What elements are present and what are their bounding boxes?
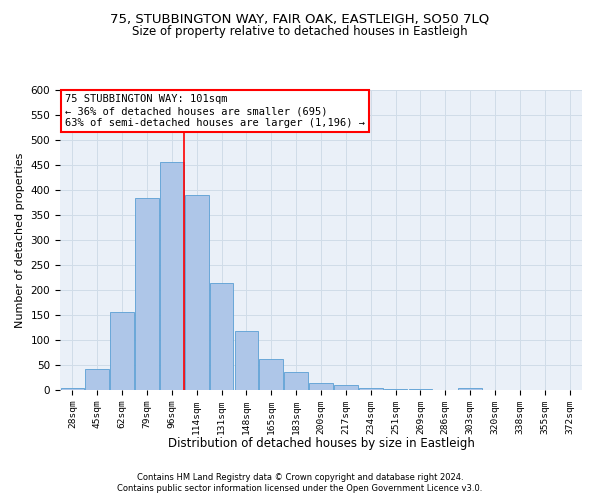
- Text: 75 STUBBINGTON WAY: 101sqm
← 36% of detached houses are smaller (695)
63% of sem: 75 STUBBINGTON WAY: 101sqm ← 36% of deta…: [65, 94, 365, 128]
- Bar: [409, 389, 432, 390]
- Bar: [85, 368, 109, 390]
- Bar: [384, 388, 407, 390]
- Bar: [61, 388, 84, 390]
- Bar: [210, 282, 233, 390]
- Text: Contains HM Land Registry data © Crown copyright and database right 2024.: Contains HM Land Registry data © Crown c…: [137, 472, 463, 482]
- Bar: [334, 385, 358, 390]
- Text: Size of property relative to detached houses in Eastleigh: Size of property relative to detached ho…: [132, 25, 468, 38]
- Bar: [359, 388, 383, 390]
- Bar: [185, 195, 209, 390]
- Bar: [284, 372, 308, 390]
- Text: Distribution of detached houses by size in Eastleigh: Distribution of detached houses by size …: [167, 438, 475, 450]
- Text: 75, STUBBINGTON WAY, FAIR OAK, EASTLEIGH, SO50 7LQ: 75, STUBBINGTON WAY, FAIR OAK, EASTLEIGH…: [110, 12, 490, 26]
- Bar: [135, 198, 159, 390]
- Bar: [309, 382, 333, 390]
- Bar: [259, 358, 283, 390]
- Bar: [110, 312, 134, 390]
- Bar: [458, 388, 482, 390]
- Text: Contains public sector information licensed under the Open Government Licence v3: Contains public sector information licen…: [118, 484, 482, 493]
- Bar: [235, 330, 258, 390]
- Y-axis label: Number of detached properties: Number of detached properties: [15, 152, 25, 328]
- Bar: [160, 162, 184, 390]
